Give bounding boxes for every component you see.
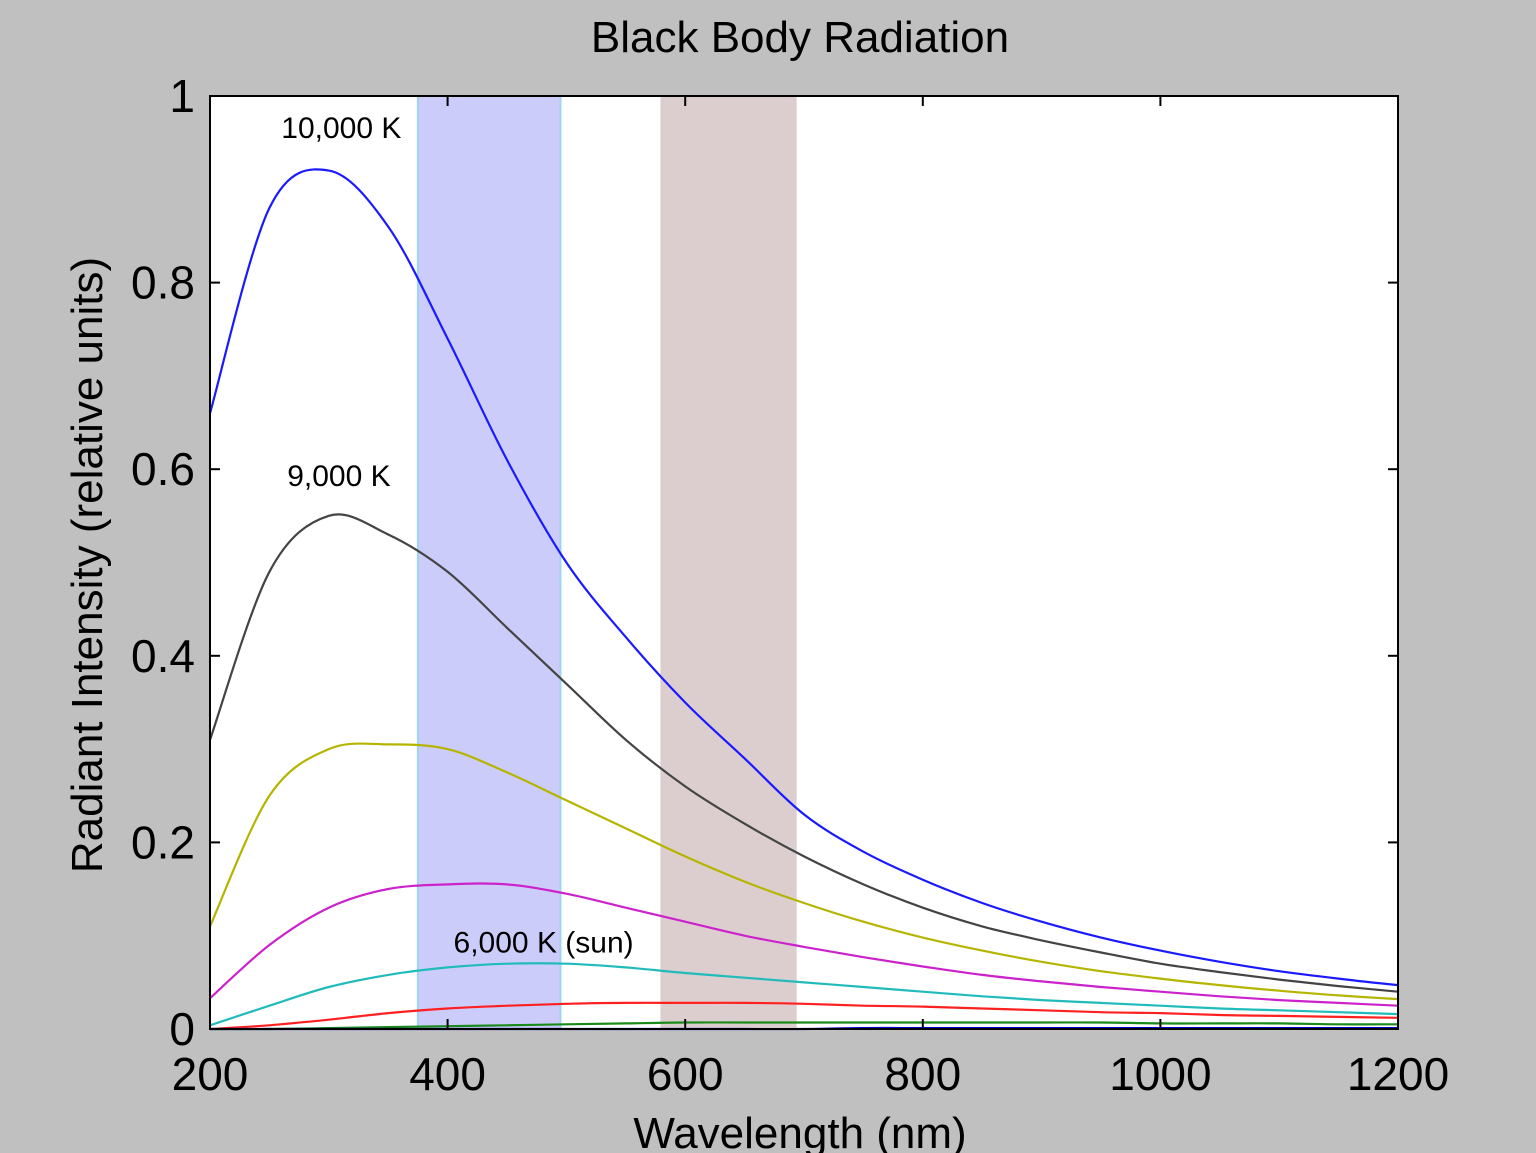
y-tick-label: 0.8 [131, 257, 195, 309]
x-tick-label: 1000 [1109, 1048, 1211, 1100]
x-tick-label: 1200 [1347, 1048, 1449, 1100]
series-line-1 [208, 513, 1399, 993]
x-tick-label: 600 [647, 1048, 724, 1100]
series-line-4 [209, 962, 1399, 1027]
plot-area [210, 96, 1398, 1029]
series-line-0 [208, 168, 1399, 987]
x-axis-label: Wavelength (nm) [633, 1109, 966, 1153]
band-0 [416, 95, 562, 1030]
ticks-layer: 200 400 600 800 1000 1200 0 0.2 0.4 0.6 0.8 1 [131, 70, 1449, 1100]
plot-frame [209, 95, 1399, 1030]
x-tick-label: 800 [884, 1048, 961, 1100]
y-tick-label: 1 [169, 70, 195, 122]
y-tick-label: 0.2 [131, 816, 195, 868]
series-line-2 [208, 742, 1399, 1001]
y-tick-label: 0 [169, 1003, 195, 1055]
series-layer [208, 168, 1399, 1031]
series-line-6 [209, 1021, 1399, 1031]
y-axis-label: Radiant Intensity (relative units) [63, 257, 112, 873]
series-line-3 [209, 882, 1399, 1007]
y-tick-label: 0.6 [131, 443, 195, 495]
y-tick-label: 0.4 [131, 630, 195, 682]
annotations-layer: 10,000 K 9,000 K 6,000 K (sun) [281, 112, 633, 960]
chart-title: Black Body Radiation [591, 13, 1009, 62]
x-tick-label: 200 [172, 1048, 249, 1100]
curve-annotation: 6,000 K (sun) [454, 926, 634, 959]
curve-annotation: 10,000 K [281, 112, 401, 145]
band-1 [660, 95, 797, 1030]
series-line-5 [209, 1001, 1399, 1031]
curve-annotation: 9,000 K [287, 460, 390, 493]
x-tick-label: 400 [409, 1048, 486, 1100]
